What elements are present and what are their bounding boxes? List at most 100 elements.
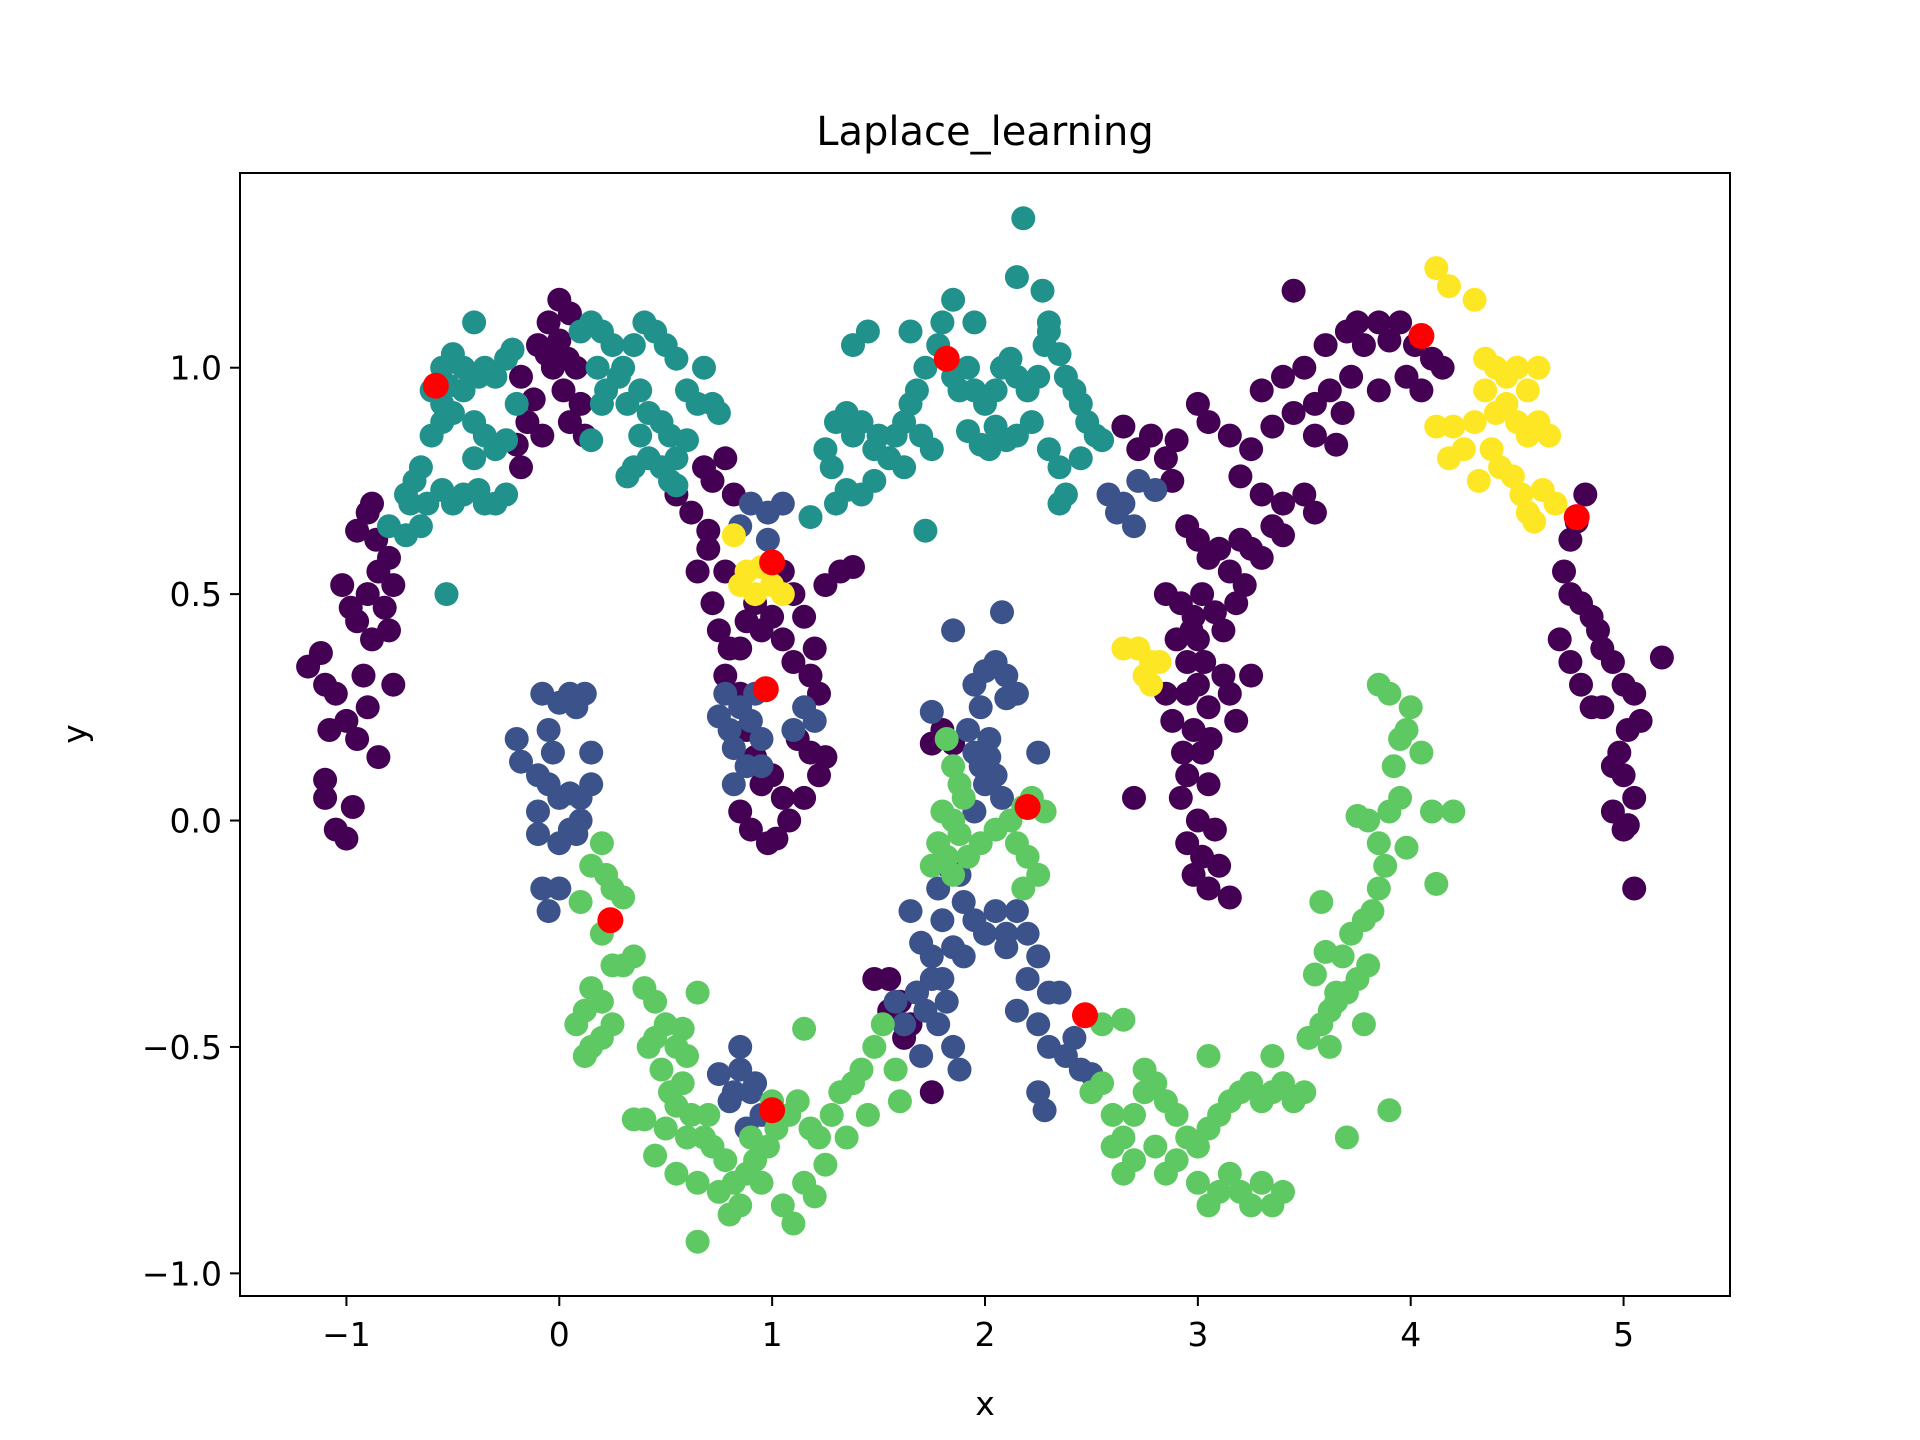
data-point: [338, 595, 363, 620]
data-point: [557, 817, 582, 842]
data-point: [983, 899, 1008, 924]
data-point: [340, 795, 365, 819]
data-point: [1281, 278, 1306, 303]
data-point: [579, 740, 604, 765]
data-point: [807, 1125, 831, 1150]
data-point: [1015, 921, 1040, 946]
data-point: [1388, 785, 1413, 810]
data-point: [1324, 980, 1349, 1005]
data-point: [1334, 1125, 1359, 1150]
data-point: [1324, 432, 1349, 457]
data-point: [1292, 355, 1317, 380]
data-point: [434, 582, 459, 607]
y-tick-label: −0.5: [142, 1028, 222, 1067]
data-point: [1360, 899, 1385, 924]
labeled-point-marker: [422, 372, 449, 399]
data-point: [892, 455, 917, 480]
data-point: [973, 921, 997, 946]
data-point: [664, 1161, 689, 1186]
data-point: [819, 455, 844, 480]
data-point: [334, 708, 359, 733]
data-point: [1473, 378, 1498, 403]
labeled-point-marker: [1408, 323, 1435, 349]
chart-title: Laplace_learning: [816, 109, 1154, 155]
data-point: [1271, 1179, 1295, 1204]
data-point: [1015, 967, 1040, 991]
data-point: [941, 287, 966, 312]
data-point: [849, 410, 874, 435]
data-point: [994, 663, 1019, 688]
data-point: [1317, 1034, 1342, 1059]
data-point: [1366, 378, 1391, 403]
data-point: [334, 826, 359, 851]
data-point: [1600, 650, 1625, 674]
data-point: [1185, 1170, 1210, 1195]
data-point: [536, 718, 561, 742]
data-point: [643, 989, 668, 1014]
data-point: [509, 455, 533, 480]
data-point: [862, 1034, 887, 1059]
data-point: [1573, 482, 1598, 507]
labeled-point-marker: [752, 676, 779, 703]
data-point: [1122, 1148, 1146, 1173]
data-point: [589, 391, 614, 416]
data-point: [956, 718, 980, 742]
data-point: [855, 319, 880, 344]
data-point: [313, 767, 338, 792]
data-point: [909, 1044, 934, 1068]
data-point: [1479, 437, 1504, 462]
data-point: [1249, 545, 1274, 570]
data-point: [1143, 1134, 1168, 1159]
data-point: [770, 491, 795, 516]
data-point: [962, 310, 987, 335]
data-point: [377, 545, 401, 570]
data-point: [743, 1071, 768, 1096]
data-point: [892, 410, 917, 435]
data-point: [781, 718, 806, 742]
data-point: [1198, 727, 1223, 751]
data-point: [728, 799, 753, 824]
data-point: [1509, 482, 1534, 507]
data-point: [621, 1107, 646, 1132]
data-point: [813, 437, 838, 462]
data-point: [887, 1089, 912, 1114]
data-point: [381, 672, 406, 697]
x-axis-ticks: −1 0 1 2 3 4 5: [322, 1296, 1634, 1354]
data-point: [355, 582, 380, 607]
data-point: [1217, 423, 1242, 448]
data-point: [1302, 500, 1327, 525]
data-point: [877, 967, 902, 991]
data-point: [883, 1057, 908, 1082]
data-point: [947, 822, 972, 847]
data-point: [706, 401, 731, 425]
data-point: [934, 727, 959, 751]
data-point: [628, 378, 653, 403]
data-point: [1224, 591, 1249, 616]
data-point: [1032, 1098, 1057, 1123]
data-point: [1313, 333, 1338, 358]
data-point: [649, 1057, 674, 1082]
data-point: [568, 391, 593, 416]
data-point: [1160, 708, 1185, 733]
labeled-point-marker: [1014, 794, 1041, 820]
data-point: [1526, 355, 1551, 380]
data-point: [706, 1062, 731, 1087]
data-point: [1394, 835, 1419, 860]
y-tick-label: 1.0: [170, 349, 222, 388]
data-point: [547, 876, 572, 901]
data-point: [1062, 1025, 1087, 1050]
data-point: [1345, 804, 1370, 828]
data-point: [1047, 455, 1072, 480]
data-point: [526, 822, 550, 847]
data-point: [1409, 740, 1434, 765]
data-point: [919, 437, 944, 462]
data-point: [1036, 437, 1061, 462]
data-point: [1026, 364, 1051, 389]
data-point: [1569, 672, 1593, 697]
data-point: [1366, 310, 1391, 335]
data-point: [1196, 1044, 1221, 1068]
data-point: [345, 518, 370, 543]
data-point: [1026, 1080, 1051, 1105]
x-tick-label: 1: [762, 1315, 783, 1354]
